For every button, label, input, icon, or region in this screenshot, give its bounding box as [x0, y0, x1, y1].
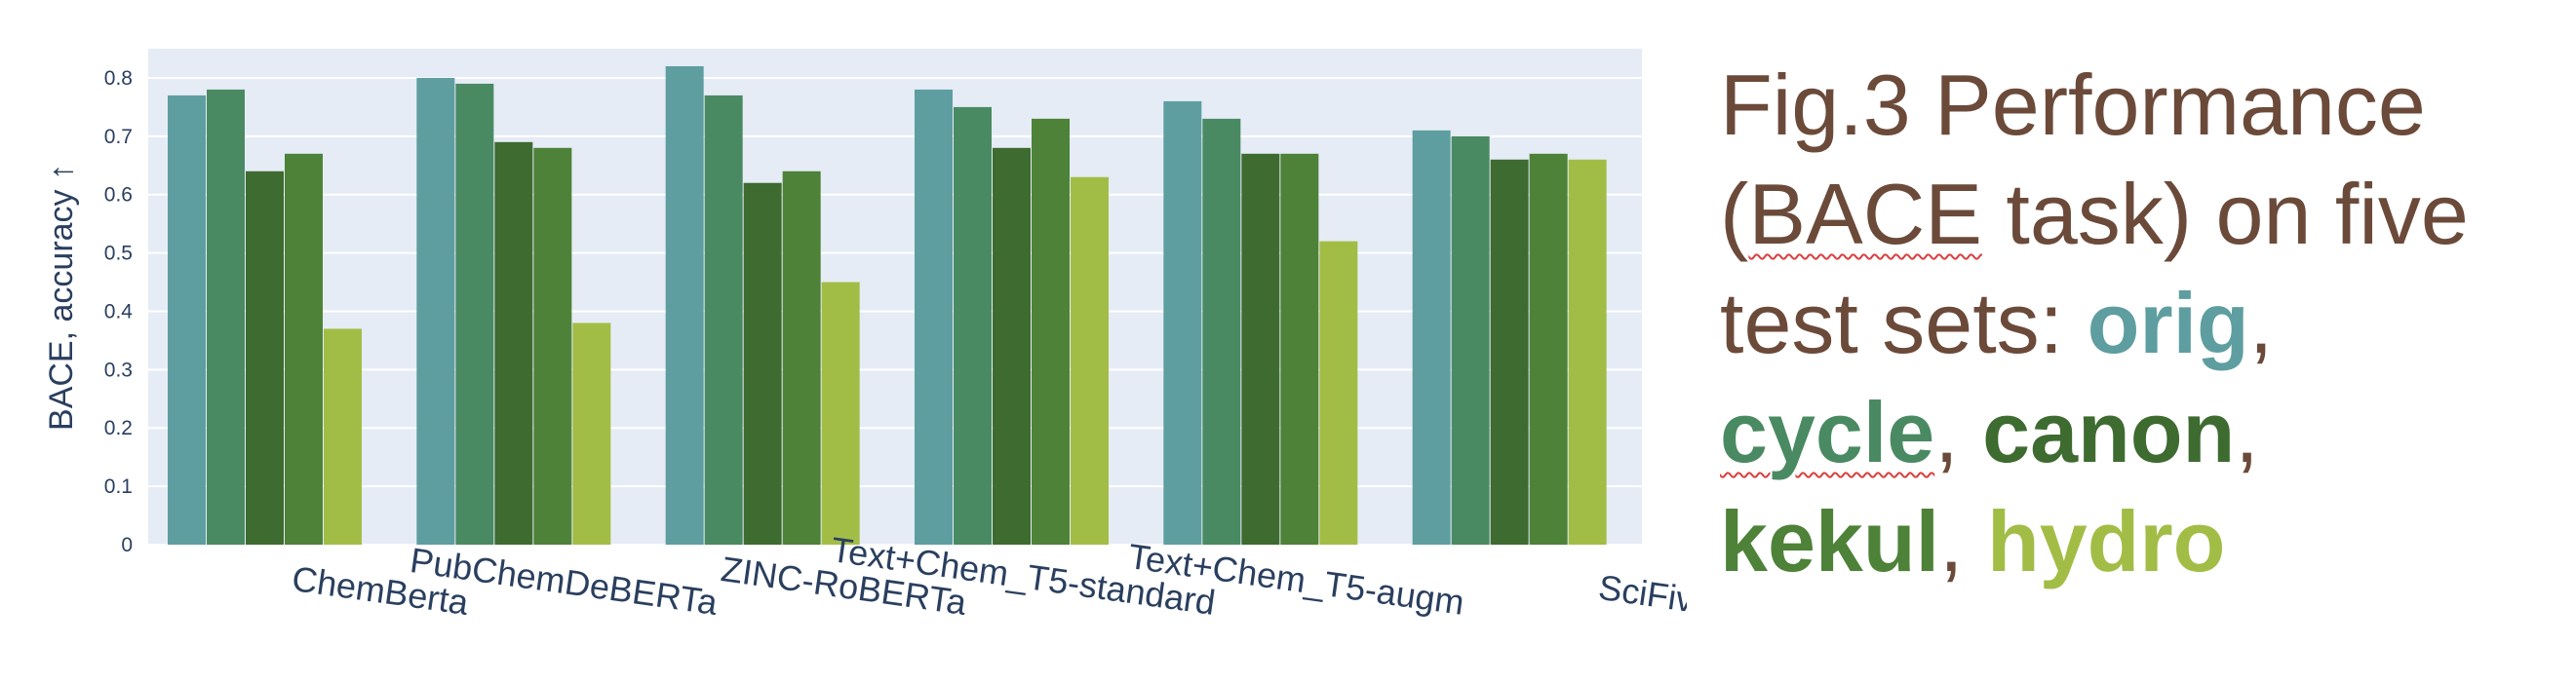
bars: [168, 65, 1607, 546]
bar-kekul: [1529, 153, 1568, 545]
bar-canon: [743, 182, 782, 545]
caption-text: BACE: [1748, 166, 1982, 262]
bar-hydro: [572, 323, 611, 545]
caption-series-kekul: kekul: [1720, 493, 1940, 589]
bar-hydro: [1568, 159, 1607, 545]
caption-text: Fig.3 Performance: [1720, 57, 2426, 153]
caption-text: ,: [2235, 384, 2259, 480]
caption-series-cycle: cycle: [1720, 384, 1935, 480]
x-tick-label: SciFive: [1596, 567, 1687, 623]
bar-cycle: [704, 95, 743, 545]
bar-hydro: [1319, 241, 1358, 546]
y-tick-label: 0.4: [104, 300, 134, 323]
caption-text: ,: [2248, 275, 2274, 371]
bar-canon: [1490, 159, 1529, 545]
y-tick-label: 0.1: [104, 475, 133, 498]
caption-line: test sets: orig,: [1720, 269, 2568, 378]
caption-text: ,: [1939, 493, 1987, 589]
bar-canon: [993, 147, 1031, 546]
bar-canon: [494, 141, 533, 545]
bar-kekul: [285, 153, 323, 545]
bar-orig: [416, 77, 455, 546]
caption-series-hydro: hydro: [1986, 493, 2226, 589]
caption-text: (: [1720, 166, 1749, 262]
y-tick-label: 0.6: [104, 184, 133, 207]
caption-line: Fig.3 Performance: [1720, 51, 2568, 160]
bar-hydro: [324, 328, 362, 545]
y-tick-label: 0.2: [104, 417, 133, 439]
bar-hydro: [821, 282, 860, 545]
bar-cycle: [207, 89, 245, 545]
bar-orig: [915, 89, 953, 545]
plot-background: [148, 49, 1642, 545]
bar-cycle: [455, 83, 494, 545]
caption-series-canon: canon: [1982, 384, 2236, 480]
bar-orig: [168, 95, 206, 545]
caption-line: (BACE task) on five: [1720, 160, 2568, 269]
caption-text: test sets:: [1720, 275, 2088, 371]
y-tick-label: 0.7: [104, 126, 133, 148]
bar-kekul: [533, 147, 572, 546]
y-tick-labels: 0 0.1 0.2 0.3 0.4 0.5 0.6 0.7 0.8: [104, 67, 134, 556]
bar-hydro: [1071, 176, 1109, 545]
bar-orig: [665, 65, 704, 545]
bar-cycle: [954, 106, 992, 545]
y-axis-label: BACE, accuracy ↑: [43, 164, 80, 431]
caption-series-orig: orig: [2087, 275, 2249, 371]
y-tick-label: 0.8: [104, 67, 133, 90]
caption-line: cycle, canon,: [1720, 378, 2568, 487]
bar-cycle: [1451, 135, 1490, 545]
caption-text: task) on five: [1981, 166, 2469, 262]
bar-cycle: [1202, 118, 1241, 545]
bar-orig: [1163, 100, 1202, 546]
y-tick-label: 0.3: [104, 359, 133, 381]
figure-caption: Fig.3 Performance (BACE task) on five test…: [1720, 51, 2568, 596]
gridlines: [148, 76, 1642, 546]
caption-line: kekul, hydro: [1720, 487, 2568, 596]
caption-text: ,: [1934, 384, 1983, 480]
bar-kekul: [1032, 118, 1070, 545]
bar-kekul: [1280, 153, 1319, 545]
bar-canon: [1241, 153, 1280, 545]
bar-canon: [246, 171, 284, 546]
bar-chart: 00.10.20.30.40.50.60.70.8 ChemBertaPubCh…: [43, 49, 1687, 623]
bar-orig: [1412, 130, 1451, 545]
y-tick-label: 0.5: [104, 243, 133, 265]
y-tick-label: 0: [121, 534, 133, 556]
bar-kekul: [782, 171, 821, 546]
